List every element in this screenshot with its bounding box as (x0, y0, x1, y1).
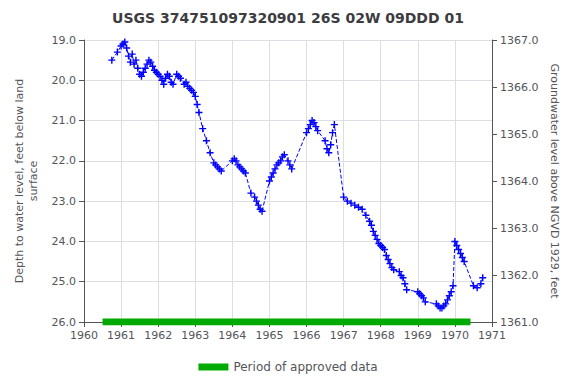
svg-text:26.0: 26.0 (52, 316, 77, 329)
svg-text:Period of approved data: Period of approved data (233, 360, 377, 374)
svg-text:1365.0: 1365.0 (500, 128, 539, 141)
svg-text:1966: 1966 (293, 329, 321, 342)
svg-text:1967: 1967 (330, 329, 358, 342)
svg-text:1969: 1969 (404, 329, 432, 342)
svg-text:22.0: 22.0 (52, 154, 77, 167)
svg-text:19.0: 19.0 (52, 34, 77, 47)
svg-text:1965: 1965 (255, 329, 283, 342)
svg-text:1366.0: 1366.0 (500, 81, 539, 94)
svg-text:21.0: 21.0 (52, 114, 77, 127)
svg-text:1960: 1960 (70, 329, 98, 342)
svg-text:Depth to water level, feet bel: Depth to water level, feet below land (13, 79, 26, 284)
svg-text:24.0: 24.0 (52, 235, 77, 248)
svg-text:1971: 1971 (478, 329, 506, 342)
svg-text:25.0: 25.0 (52, 275, 77, 288)
svg-text:surface: surface (27, 160, 40, 201)
svg-text:1963: 1963 (181, 329, 209, 342)
svg-text:1968: 1968 (367, 329, 395, 342)
svg-text:23.0: 23.0 (52, 195, 77, 208)
svg-text:1964: 1964 (218, 329, 246, 342)
svg-text:1961: 1961 (107, 329, 135, 342)
svg-text:20.0: 20.0 (52, 74, 77, 87)
svg-text:1364.0: 1364.0 (500, 175, 539, 188)
svg-text:USGS 374751097320901 26S 02W 0: USGS 374751097320901 26S 02W 09DDD 01 (112, 10, 464, 26)
svg-text:1962: 1962 (144, 329, 172, 342)
svg-text:1970: 1970 (441, 329, 469, 342)
svg-text:1367.0: 1367.0 (500, 34, 539, 47)
svg-text:1363.0: 1363.0 (500, 222, 539, 235)
svg-text:1361.0: 1361.0 (500, 316, 539, 329)
svg-text:Groundwater level above NGVD 1: Groundwater level above NGVD 1929, feet (548, 63, 561, 299)
svg-text:1362.0: 1362.0 (500, 269, 539, 282)
